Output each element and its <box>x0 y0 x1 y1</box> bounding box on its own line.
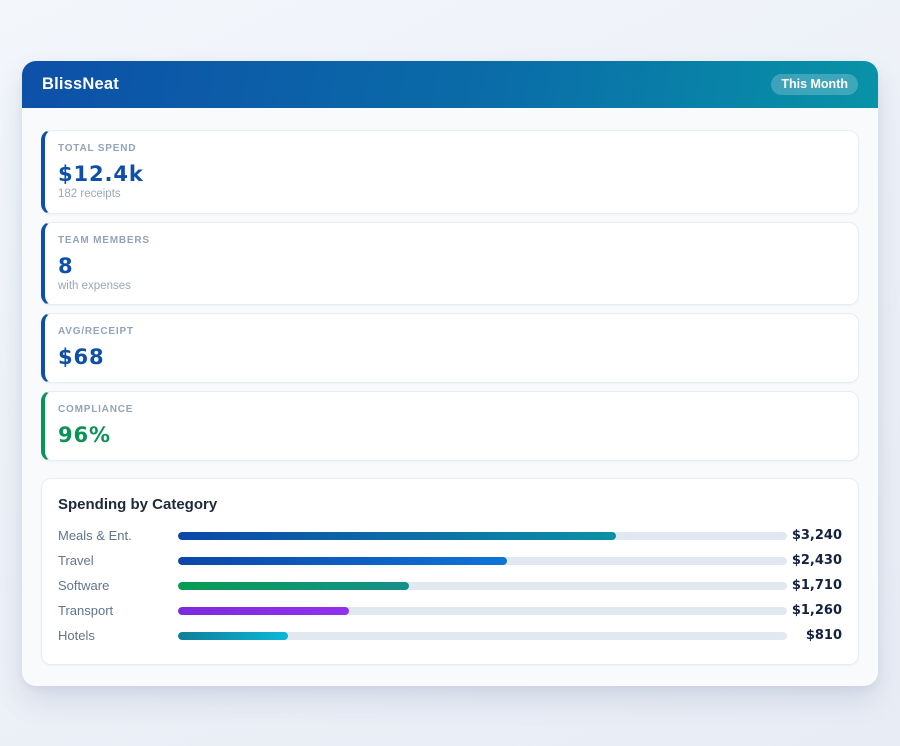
stat-sub: 182 receipts <box>58 188 121 200</box>
stat-card-compliance: COMPLIANCE 96% <box>41 391 859 461</box>
category-bar-chart: Meals & Ent. $3,240 Travel $2,430 Softwa… <box>58 523 842 648</box>
chart-row-bar <box>178 581 410 590</box>
period-badge[interactable]: This Month <box>771 74 858 95</box>
chart-row-track <box>178 581 787 590</box>
chart-row: Software $1,710 <box>58 573 842 598</box>
chart-row-track <box>178 606 787 615</box>
chart-row-track <box>178 531 787 540</box>
chart-row-bar <box>178 631 288 640</box>
dashboard-card: BlissNeat This Month TOTAL SPEND $12.4k … <box>22 61 878 686</box>
chart-row-label: Hotels <box>58 628 95 643</box>
chart-row-track <box>178 556 787 565</box>
spending-panel: Spending by Category Meals & Ent. $3,240… <box>41 478 859 665</box>
stat-sub: with expenses <box>58 279 131 292</box>
chart-row-label: Travel <box>58 553 94 568</box>
stat-value: $68 <box>58 345 105 369</box>
panel-title: Spending by Category <box>58 496 218 513</box>
chart-row-label: Transport <box>58 603 114 618</box>
stat-value: 96% <box>58 423 111 447</box>
chart-row-label: Meals & Ent. <box>58 528 132 543</box>
chart-row: Hotels $810 <box>58 623 842 648</box>
chart-row-bar <box>178 531 617 540</box>
chart-row-value: $1,710 <box>791 578 842 593</box>
chart-row: Meals & Ent. $3,240 <box>58 523 842 548</box>
chart-row-value: $3,240 <box>791 528 842 543</box>
stat-value: $12.4k <box>58 162 144 186</box>
app-header: BlissNeat This Month <box>22 61 878 108</box>
dashboard-content: TOTAL SPEND $12.4k 182 receipts TEAM MEM… <box>22 108 878 686</box>
stat-card-total-spend: TOTAL SPEND $12.4k 182 receipts <box>41 130 859 214</box>
stat-label: AVG/RECEIPT <box>58 326 134 337</box>
chart-row-value: $2,430 <box>791 553 842 568</box>
stats-list: TOTAL SPEND $12.4k 182 receipts TEAM MEM… <box>41 130 859 461</box>
chart-row-track <box>178 631 787 640</box>
chart-row-value: $1,260 <box>791 603 842 618</box>
stat-card-team-members: TEAM MEMBERS 8 with expenses <box>41 221 859 305</box>
stat-value: 8 <box>58 253 74 278</box>
chart-row-bar <box>178 556 507 565</box>
stat-label: COMPLIANCE <box>58 404 134 415</box>
stat-card-avg-receipt: AVG/RECEIPT $68 <box>41 313 859 383</box>
chart-row-bar <box>178 606 349 615</box>
chart-row-label: Software <box>58 578 110 593</box>
stat-label: TOTAL SPEND <box>58 143 137 154</box>
app-title: BlissNeat <box>42 75 120 93</box>
stat-label: TEAM MEMBERS <box>58 234 150 246</box>
chart-row: Travel $2,430 <box>58 548 842 573</box>
chart-row-value: $810 <box>805 628 842 643</box>
chart-row: Transport $1,260 <box>58 598 842 623</box>
